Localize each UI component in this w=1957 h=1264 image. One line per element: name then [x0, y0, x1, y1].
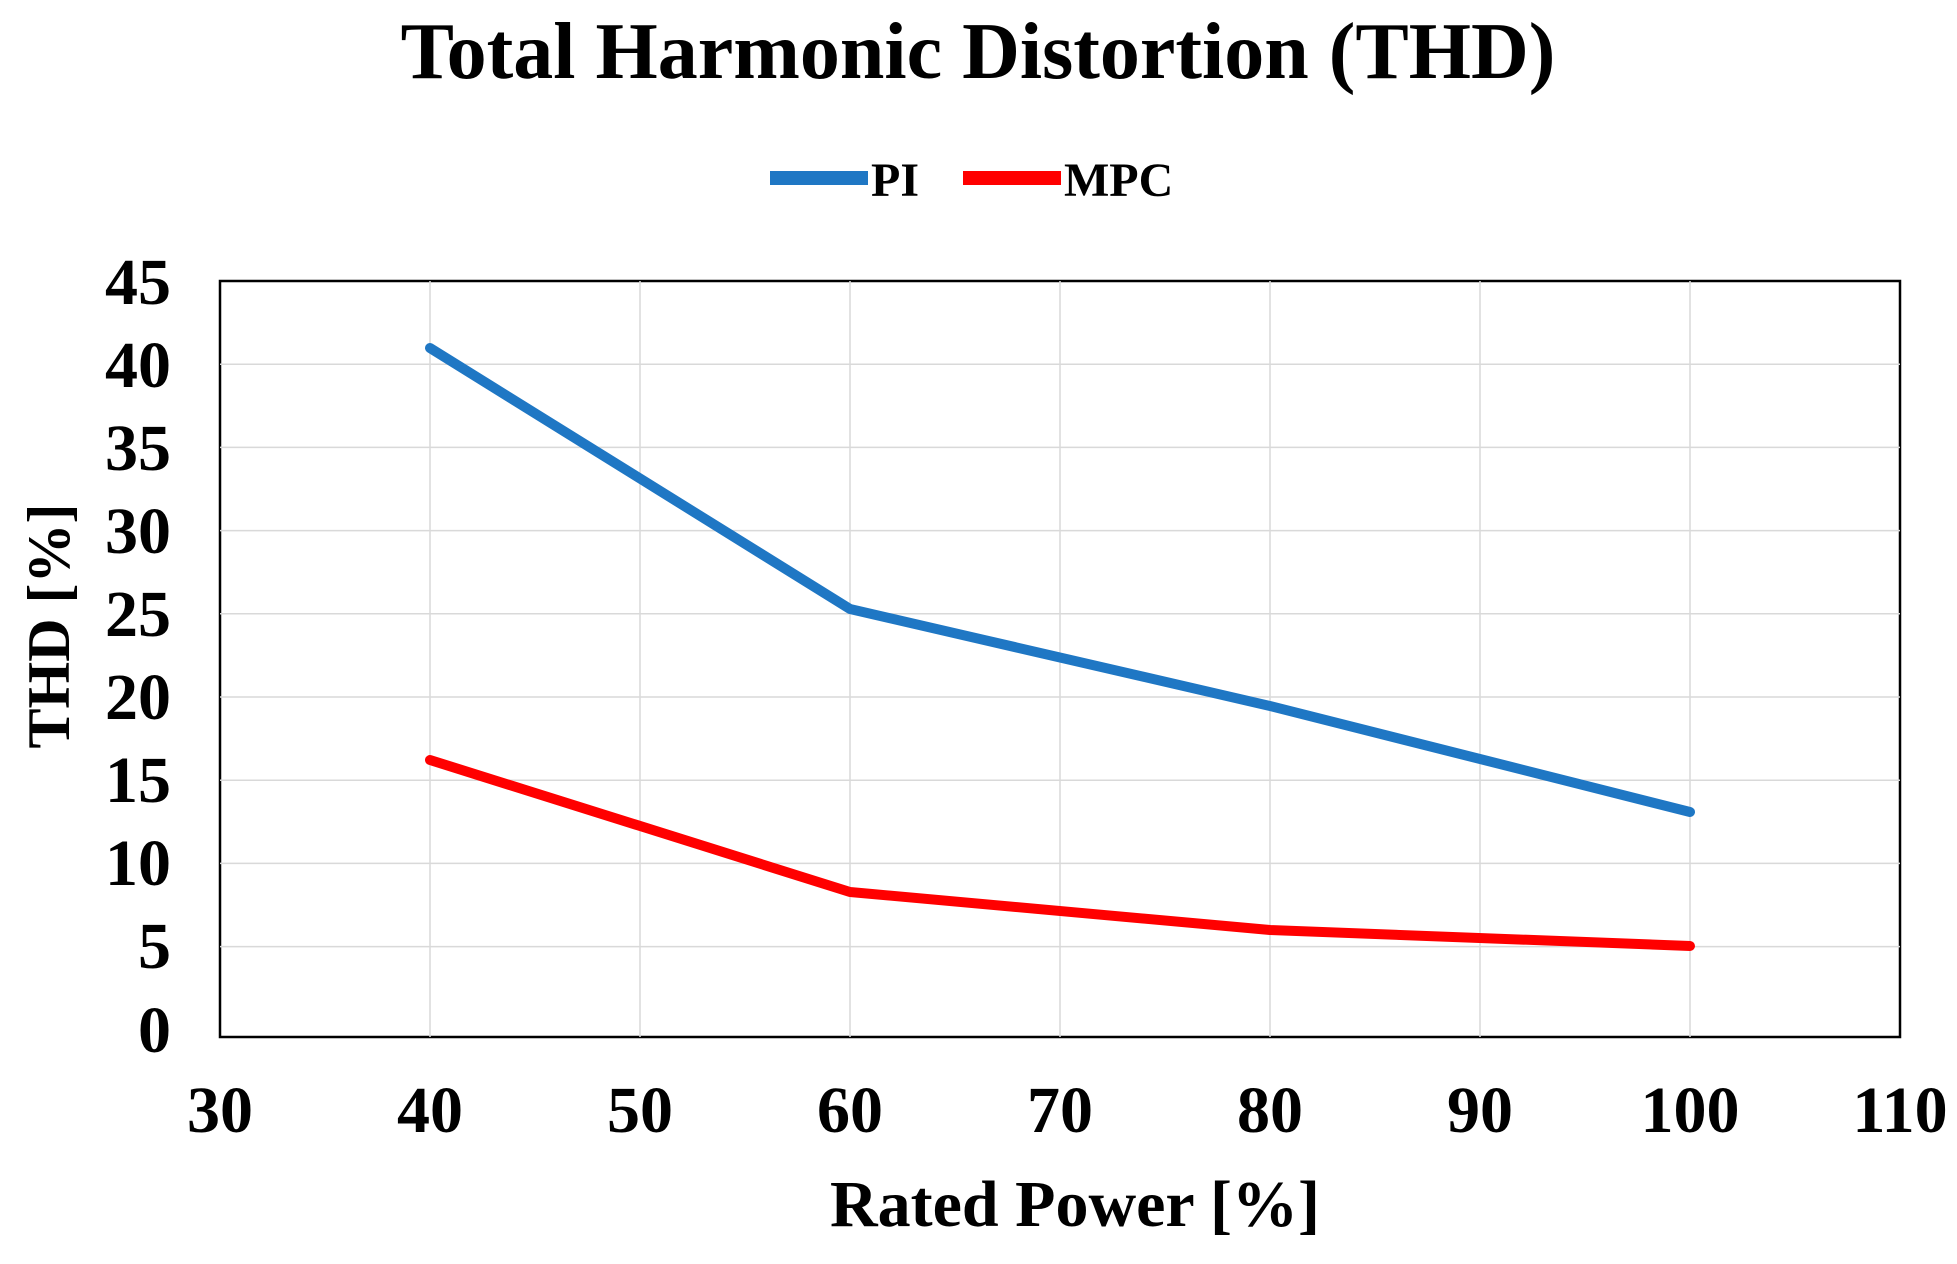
svg-text:PI: PI	[871, 154, 919, 207]
svg-text:30: 30	[105, 495, 171, 568]
svg-text:25: 25	[105, 578, 171, 651]
svg-text:Total Harmonic Distortion (THD: Total Harmonic Distortion (THD)	[401, 8, 1556, 96]
svg-text:60: 60	[817, 1074, 883, 1147]
svg-text:10: 10	[105, 827, 171, 900]
svg-text:100: 100	[1641, 1074, 1740, 1147]
svg-text:Rated Power [%]: Rated Power [%]	[830, 1168, 1320, 1241]
svg-text:THD [%]: THD [%]	[16, 504, 82, 749]
svg-text:45: 45	[105, 246, 171, 319]
svg-text:50: 50	[607, 1074, 673, 1147]
svg-text:80: 80	[1237, 1074, 1303, 1147]
svg-text:15: 15	[105, 744, 171, 817]
svg-text:40: 40	[397, 1074, 463, 1147]
svg-text:90: 90	[1447, 1074, 1513, 1147]
svg-text:0: 0	[138, 994, 171, 1067]
svg-text:20: 20	[105, 661, 171, 734]
svg-text:35: 35	[105, 412, 171, 485]
svg-text:30: 30	[187, 1074, 253, 1147]
svg-text:5: 5	[138, 910, 171, 983]
svg-text:40: 40	[105, 329, 171, 402]
svg-text:MPC: MPC	[1064, 154, 1173, 207]
svg-text:70: 70	[1027, 1074, 1093, 1147]
svg-text:110: 110	[1852, 1074, 1947, 1147]
